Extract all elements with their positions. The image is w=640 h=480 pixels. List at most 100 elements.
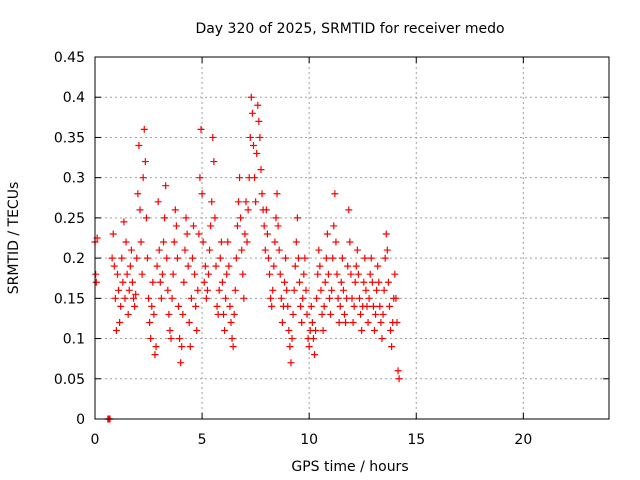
data-point — [221, 327, 229, 335]
data-point — [315, 246, 323, 254]
data-point — [383, 246, 391, 254]
data-point — [225, 262, 233, 270]
data-point — [318, 310, 326, 318]
data-point — [374, 262, 382, 270]
data-point — [110, 262, 118, 270]
data-point — [349, 318, 357, 326]
data-point — [379, 310, 387, 318]
data-point — [293, 214, 301, 222]
data-point — [269, 286, 277, 294]
data-point — [348, 294, 356, 302]
data-point — [322, 254, 330, 262]
data-point — [358, 327, 366, 335]
data-point — [240, 294, 248, 302]
data-point — [266, 270, 274, 278]
y-tick-label: 0.25 — [54, 211, 85, 227]
data-point — [385, 302, 393, 310]
data-point — [305, 343, 313, 351]
data-point — [191, 270, 199, 278]
data-point — [123, 270, 131, 278]
data-point — [200, 278, 208, 286]
data-point — [333, 270, 341, 278]
x-tick-label: 10 — [300, 432, 318, 448]
data-point — [314, 270, 322, 278]
data-point — [209, 133, 217, 141]
data-point — [277, 294, 285, 302]
data-point — [301, 254, 309, 262]
data-point — [347, 270, 355, 278]
data-point — [148, 302, 156, 310]
data-point — [248, 109, 256, 117]
data-point — [167, 335, 175, 343]
data-point — [184, 262, 192, 270]
y-tick-label: 0.35 — [54, 130, 85, 146]
data-point — [149, 278, 157, 286]
data-point — [262, 206, 270, 214]
data-point — [115, 286, 123, 294]
data-point — [158, 270, 166, 278]
data-point — [192, 302, 200, 310]
data-point — [381, 254, 389, 262]
data-point — [176, 335, 184, 343]
data-point — [161, 214, 169, 222]
data-point — [201, 262, 209, 270]
data-point — [154, 198, 162, 206]
data-point — [331, 190, 339, 198]
data-point — [156, 278, 164, 286]
data-point — [195, 230, 203, 238]
data-point — [109, 230, 117, 238]
data-point — [134, 190, 142, 198]
data-point — [298, 318, 306, 326]
data-point — [377, 318, 385, 326]
x-axis-label: GPS time / hours — [291, 459, 408, 475]
data-point — [394, 367, 402, 375]
data-point — [230, 310, 238, 318]
data-point — [166, 327, 174, 335]
data-point — [145, 294, 153, 302]
data-point — [287, 359, 295, 367]
data-point — [344, 262, 352, 270]
data-point — [92, 270, 100, 278]
data-point — [137, 238, 145, 246]
data-point — [335, 318, 343, 326]
data-point — [353, 246, 361, 254]
data-point — [261, 246, 269, 254]
data-point — [380, 286, 388, 294]
data-point — [212, 262, 220, 270]
data-point — [169, 270, 177, 278]
data-point — [170, 238, 178, 246]
data-point — [143, 254, 151, 262]
data-point — [233, 222, 241, 230]
y-axis-label: SRMTID / TECUs — [6, 182, 22, 295]
data-point — [165, 310, 173, 318]
data-point — [239, 270, 247, 278]
data-point — [168, 294, 176, 302]
data-point — [342, 318, 350, 326]
data-point — [256, 133, 264, 141]
data-point — [227, 318, 235, 326]
data-point — [120, 218, 128, 226]
data-point — [172, 222, 180, 230]
data-point — [118, 254, 126, 262]
data-point — [246, 133, 254, 141]
x-tick-label: 15 — [407, 432, 425, 448]
data-point — [309, 335, 317, 343]
data-point — [111, 294, 119, 302]
data-point — [391, 270, 399, 278]
data-point — [224, 238, 232, 246]
data-point — [330, 222, 338, 230]
y-tick-label: 0.45 — [54, 50, 85, 66]
data-point — [251, 174, 259, 182]
data-point — [173, 254, 181, 262]
data-point — [267, 294, 275, 302]
data-point — [264, 254, 272, 262]
data-point — [268, 302, 276, 310]
data-point — [366, 270, 374, 278]
data-point — [151, 351, 159, 359]
data-point — [210, 158, 218, 166]
data-point — [328, 286, 336, 294]
data-point — [288, 335, 296, 343]
data-point — [334, 294, 342, 302]
data-point — [255, 117, 263, 125]
data-point — [317, 286, 325, 294]
